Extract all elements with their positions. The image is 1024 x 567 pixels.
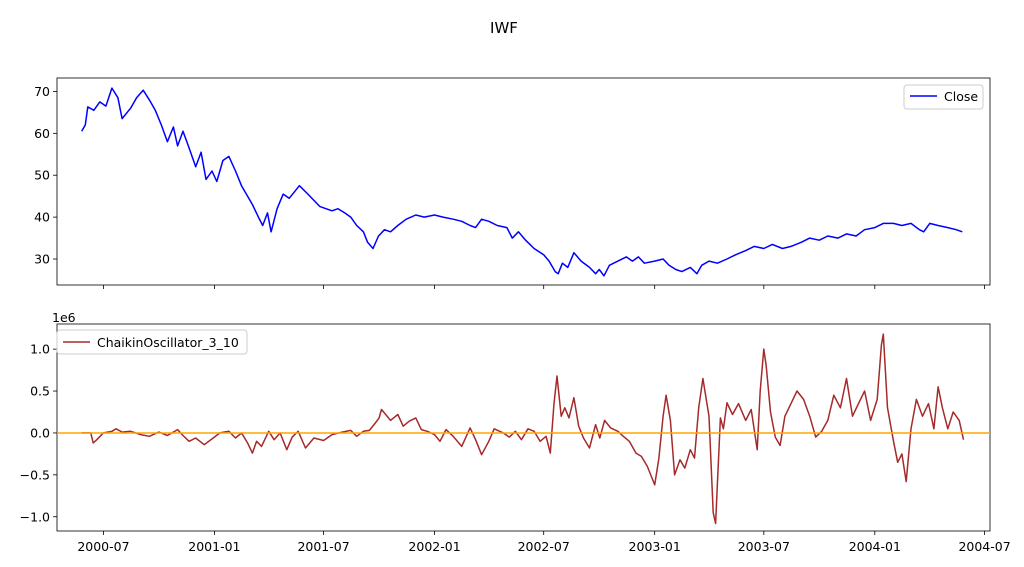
oscillator-legend: ChaikinOscillator_3_10 bbox=[56, 329, 248, 355]
oscillator-y-tick-label: 1.0 bbox=[30, 342, 50, 357]
price-panel: 30 40 50 60 70 Close bbox=[34, 77, 991, 289]
price-legend-box bbox=[903, 84, 984, 110]
x-tick-label: 2004-07 bbox=[958, 539, 1010, 554]
oscillator-y-axis: −1.0 −0.5 0.0 0.5 1.0 bbox=[20, 342, 57, 524]
price-y-axis: 30 40 50 60 70 bbox=[34, 84, 57, 267]
x-tick-label: 2001-01 bbox=[188, 539, 240, 554]
x-tick-label: 2004-01 bbox=[849, 539, 901, 554]
oscillator-y-tick-label: −0.5 bbox=[20, 467, 50, 482]
figure-title: IWF bbox=[490, 19, 518, 37]
x-tick-label: 2002-01 bbox=[408, 539, 460, 554]
price-series bbox=[81, 87, 963, 277]
oscillator-x-axis: 2000-07 2001-01 2001-07 2002-01 2002-07 2003-… bbox=[77, 531, 1011, 554]
oscillator-plot-frame bbox=[56, 323, 991, 532]
price-series-line bbox=[81, 87, 963, 277]
price-y-tick-label: 50 bbox=[34, 168, 50, 183]
oscillator-y-tick-label: 0.5 bbox=[30, 384, 50, 399]
x-tick-label: 2002-07 bbox=[518, 539, 570, 554]
oscillator-legend-label: ChaikinOscillator_3_10 bbox=[97, 335, 239, 350]
price-x-axis bbox=[103, 285, 985, 289]
price-legend-label: Close bbox=[944, 89, 978, 104]
price-plot-frame bbox=[56, 77, 991, 286]
price-y-tick-label: 30 bbox=[34, 252, 50, 267]
x-tick-label: 2001-07 bbox=[297, 539, 349, 554]
price-y-tick-label: 60 bbox=[34, 126, 50, 141]
oscillator-panel: 1e6 −1.0 −0.5 0.0 0.5 1.0 2000-07 2001-01 2001… bbox=[20, 310, 1011, 554]
x-tick-label: 2003-01 bbox=[629, 539, 681, 554]
oscillator-series bbox=[57, 333, 990, 525]
oscillator-y-tick-label: 0.0 bbox=[30, 425, 50, 440]
oscillator-scale-label: 1e6 bbox=[52, 310, 76, 325]
oscillator-legend-box bbox=[56, 329, 248, 355]
price-y-tick-label: 40 bbox=[34, 210, 50, 225]
price-legend: Close bbox=[903, 84, 984, 110]
price-y-tick-label: 70 bbox=[34, 84, 50, 99]
x-tick-label: 2003-07 bbox=[738, 539, 790, 554]
oscillator-y-tick-label: −1.0 bbox=[20, 509, 50, 524]
x-tick-label: 2000-07 bbox=[77, 539, 129, 554]
oscillator-series-line bbox=[81, 333, 965, 525]
